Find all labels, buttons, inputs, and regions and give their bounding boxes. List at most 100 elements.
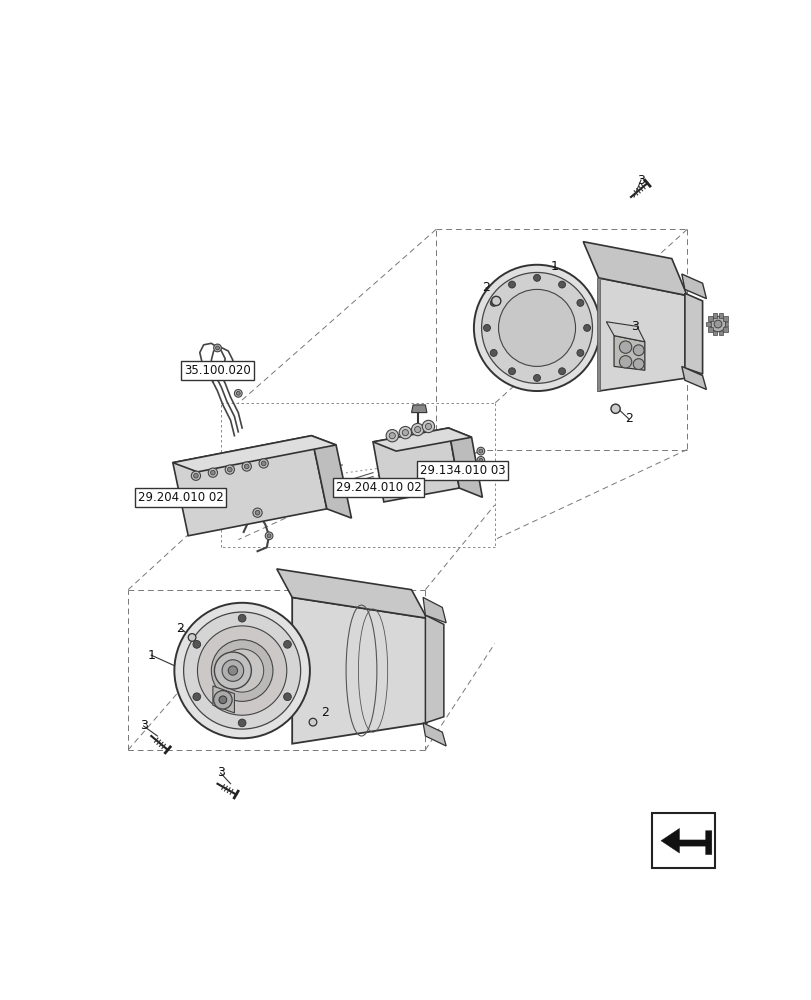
Circle shape bbox=[490, 299, 496, 306]
Circle shape bbox=[619, 341, 631, 353]
Text: 2: 2 bbox=[482, 281, 490, 294]
Polygon shape bbox=[718, 331, 723, 335]
Circle shape bbox=[558, 281, 564, 288]
Polygon shape bbox=[712, 313, 717, 318]
Circle shape bbox=[219, 696, 226, 704]
Circle shape bbox=[261, 461, 266, 466]
Circle shape bbox=[221, 649, 264, 692]
Circle shape bbox=[491, 296, 500, 306]
Text: 29.204.010 02: 29.204.010 02 bbox=[138, 491, 223, 504]
Polygon shape bbox=[596, 278, 599, 391]
Circle shape bbox=[226, 372, 230, 376]
Circle shape bbox=[478, 458, 483, 462]
Circle shape bbox=[283, 693, 291, 701]
Circle shape bbox=[610, 404, 620, 413]
Polygon shape bbox=[582, 242, 686, 296]
Circle shape bbox=[255, 510, 260, 515]
Text: 2: 2 bbox=[321, 706, 328, 719]
Text: 3: 3 bbox=[139, 719, 148, 732]
Circle shape bbox=[228, 666, 237, 675]
Polygon shape bbox=[212, 686, 234, 713]
Polygon shape bbox=[681, 366, 706, 389]
Circle shape bbox=[474, 265, 599, 391]
Circle shape bbox=[478, 468, 483, 472]
Circle shape bbox=[478, 449, 483, 453]
Circle shape bbox=[508, 281, 515, 288]
Polygon shape bbox=[660, 828, 711, 855]
Circle shape bbox=[244, 464, 249, 469]
Circle shape bbox=[188, 634, 195, 641]
Circle shape bbox=[411, 423, 423, 436]
Circle shape bbox=[265, 532, 272, 540]
Circle shape bbox=[238, 614, 246, 622]
Text: 2: 2 bbox=[624, 412, 632, 425]
Polygon shape bbox=[651, 813, 714, 868]
Polygon shape bbox=[606, 322, 644, 342]
Polygon shape bbox=[173, 436, 336, 472]
Polygon shape bbox=[173, 436, 326, 536]
Polygon shape bbox=[707, 327, 712, 332]
Circle shape bbox=[213, 691, 232, 709]
Text: 3: 3 bbox=[637, 174, 644, 187]
Circle shape bbox=[225, 465, 234, 474]
Circle shape bbox=[252, 508, 262, 517]
Circle shape bbox=[227, 467, 232, 472]
Text: 3: 3 bbox=[217, 766, 224, 779]
Circle shape bbox=[490, 349, 496, 356]
Circle shape bbox=[283, 641, 291, 648]
Circle shape bbox=[386, 430, 398, 442]
Circle shape bbox=[267, 534, 271, 538]
Polygon shape bbox=[311, 436, 351, 518]
Circle shape bbox=[422, 420, 434, 433]
Circle shape bbox=[476, 466, 484, 473]
Polygon shape bbox=[681, 274, 706, 299]
Circle shape bbox=[508, 368, 515, 375]
Circle shape bbox=[633, 359, 643, 369]
Polygon shape bbox=[724, 322, 728, 326]
Circle shape bbox=[193, 641, 200, 648]
Circle shape bbox=[215, 346, 219, 350]
Text: 29.204.010 02: 29.204.010 02 bbox=[335, 481, 421, 494]
Circle shape bbox=[259, 459, 268, 468]
Circle shape bbox=[211, 640, 272, 701]
Circle shape bbox=[224, 370, 232, 378]
Circle shape bbox=[399, 426, 411, 439]
Circle shape bbox=[193, 473, 198, 478]
Circle shape bbox=[388, 433, 395, 439]
Text: 1: 1 bbox=[147, 649, 155, 662]
Circle shape bbox=[476, 456, 484, 464]
Polygon shape bbox=[423, 597, 445, 623]
Polygon shape bbox=[723, 327, 727, 332]
Polygon shape bbox=[372, 428, 471, 451]
Polygon shape bbox=[372, 428, 459, 502]
Circle shape bbox=[498, 289, 575, 366]
Polygon shape bbox=[411, 405, 427, 413]
Circle shape bbox=[213, 344, 221, 352]
Circle shape bbox=[309, 718, 316, 726]
Polygon shape bbox=[598, 278, 686, 391]
Polygon shape bbox=[706, 322, 710, 326]
Circle shape bbox=[533, 274, 540, 281]
Polygon shape bbox=[712, 331, 717, 335]
Circle shape bbox=[210, 470, 215, 475]
Circle shape bbox=[222, 660, 243, 681]
Polygon shape bbox=[718, 313, 723, 318]
Circle shape bbox=[242, 462, 251, 471]
Text: 35.100.020: 35.100.020 bbox=[184, 364, 251, 377]
Polygon shape bbox=[707, 316, 712, 321]
Text: 1: 1 bbox=[550, 260, 558, 273]
Polygon shape bbox=[448, 428, 482, 497]
Circle shape bbox=[576, 349, 583, 356]
Text: 2: 2 bbox=[176, 622, 184, 635]
Circle shape bbox=[710, 316, 725, 332]
Text: 3: 3 bbox=[630, 320, 638, 333]
Circle shape bbox=[197, 626, 286, 715]
Circle shape bbox=[576, 299, 583, 306]
Circle shape bbox=[204, 370, 211, 378]
Circle shape bbox=[713, 320, 721, 328]
Circle shape bbox=[633, 345, 643, 356]
Polygon shape bbox=[684, 293, 702, 374]
Circle shape bbox=[558, 368, 564, 375]
Circle shape bbox=[234, 389, 242, 397]
Circle shape bbox=[533, 374, 540, 381]
